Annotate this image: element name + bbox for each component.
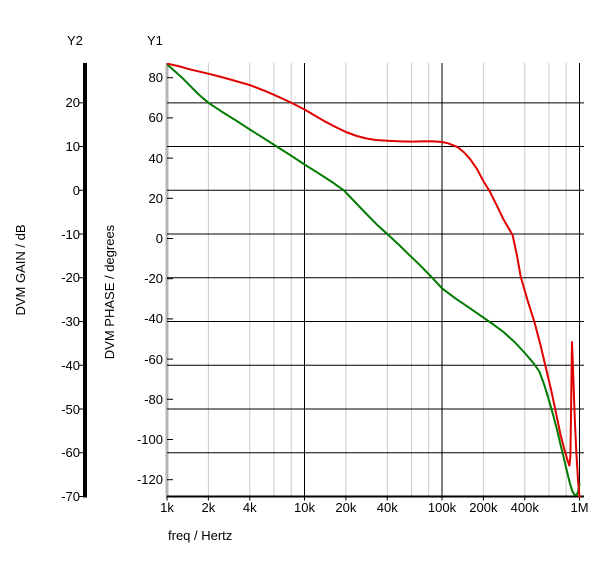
x-tick-label: 400k <box>510 500 539 515</box>
y1-tick-label: 20 <box>148 190 163 206</box>
x-tick-label: 1M <box>570 500 589 515</box>
y1-axis-title: Y1 <box>147 33 163 48</box>
x-tick-label: 200k <box>469 500 498 515</box>
y2-tick-label: -60 <box>61 445 80 461</box>
y2-tick-label: 20 <box>65 95 80 111</box>
y1-tick-label: -20 <box>144 271 163 287</box>
x-tick-label: 100k <box>427 500 457 515</box>
x-tick-label: 4k <box>242 500 257 515</box>
y1-tick-label: 0 <box>155 231 163 246</box>
x-axis-label: freq / Hertz <box>168 528 233 543</box>
y2-axis-title: Y2 <box>67 33 83 48</box>
y1-tick-label: 80 <box>148 70 163 86</box>
y1-tick-label: -40 <box>144 311 163 327</box>
y1-tick-label: 40 <box>148 150 163 166</box>
y2-tick-label: -30 <box>61 314 80 330</box>
y1-tick-label: -100 <box>136 432 163 447</box>
y2-tick-label: 10 <box>65 139 80 155</box>
y1-tick-label: -60 <box>144 351 163 367</box>
y2-tick-label: -10 <box>61 226 80 242</box>
y1-tick-label: 60 <box>148 110 163 126</box>
x-tick-label: 20k <box>335 500 357 515</box>
y2-tick-label: -20 <box>61 270 80 286</box>
x-tick-label: 2k <box>201 500 216 515</box>
y2-tick-label: -70 <box>61 488 80 504</box>
y2-tick-label: -40 <box>61 357 80 373</box>
x-tick-label: 10k <box>294 500 315 515</box>
y2-tick-label: 0 <box>72 182 80 198</box>
x-tick-label: 40k <box>376 500 398 515</box>
x-tick-label: 1k <box>160 500 174 515</box>
y1-tick-label: -80 <box>144 391 163 407</box>
y2-tick-label: -50 <box>61 401 80 417</box>
y1-tick-label: -120 <box>136 472 163 488</box>
